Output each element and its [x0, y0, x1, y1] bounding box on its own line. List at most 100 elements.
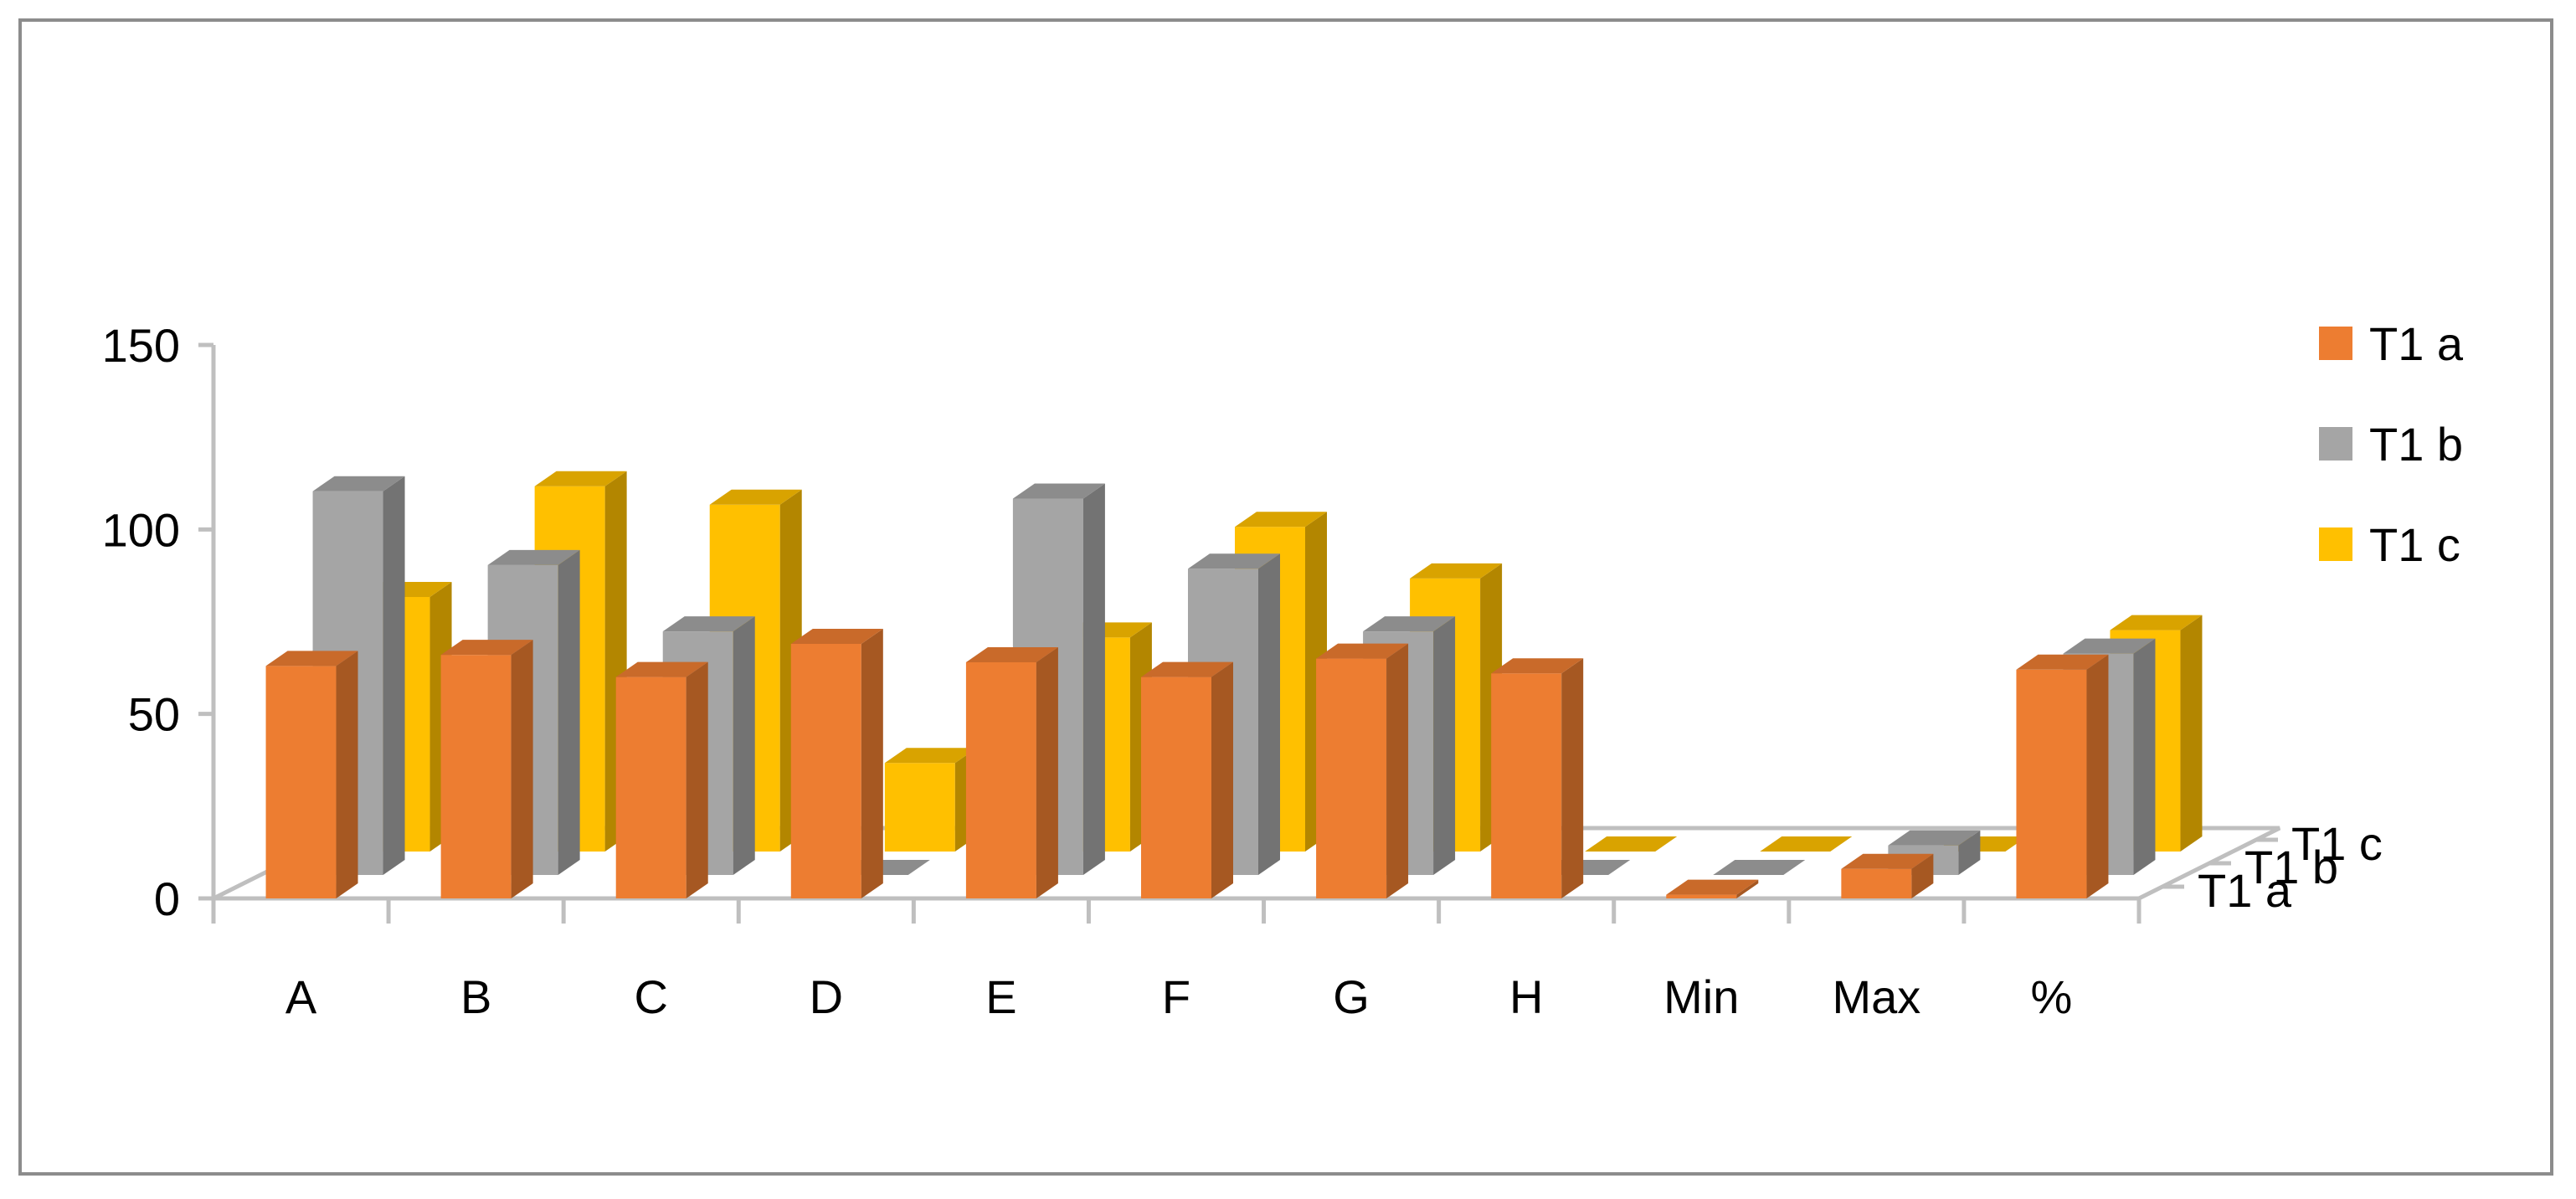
bar-t1-a-h — [1491, 658, 1584, 898]
depth-axis-label: T1 b — [2244, 841, 2338, 893]
bar-top — [662, 616, 755, 632]
legend-swatch — [2319, 427, 2352, 461]
bar-top — [2016, 654, 2109, 670]
bar-front — [1316, 658, 1387, 898]
y-tick-label: 50 — [128, 688, 180, 741]
y-tick-label: 0 — [154, 872, 180, 925]
legend: T1 a T1 b T1 c — [2319, 317, 2464, 571]
bar-t1-c-min — [1760, 836, 1853, 852]
bar-front — [2016, 669, 2087, 898]
bar-side — [1958, 830, 1981, 875]
bar-side — [733, 616, 755, 875]
legend-swatch — [2319, 327, 2352, 360]
bar-front — [1491, 673, 1562, 898]
bar-t1-a-% — [2016, 654, 2109, 898]
bar-front — [1841, 868, 1912, 898]
bar-top — [709, 489, 802, 505]
bar-side — [1736, 879, 1759, 898]
bar-side — [1036, 646, 1058, 898]
bar-t1-a-e — [965, 646, 1058, 898]
bar-t1-a-max — [1841, 853, 1934, 898]
bar-side — [336, 651, 358, 898]
x-category-label: C — [635, 970, 668, 1023]
bar-t1-c-h — [1585, 836, 1678, 852]
y-tick-label: 100 — [102, 503, 180, 556]
bar-top — [1235, 512, 1327, 527]
bar-top — [1491, 658, 1584, 674]
bar-side — [511, 640, 533, 898]
legend-swatch — [2319, 527, 2352, 561]
bar-top — [312, 476, 405, 491]
x-category-label: D — [810, 970, 843, 1023]
x-category-label: Min — [1663, 970, 1739, 1023]
bar-top — [440, 640, 533, 656]
x-category-label: F — [1162, 970, 1190, 1023]
bar-side — [2086, 654, 2109, 898]
bar-side — [2180, 615, 2203, 852]
bar-top — [615, 661, 708, 677]
bar-t1-a-b — [440, 640, 533, 898]
bar-side — [1911, 853, 1934, 898]
bar-side — [686, 661, 708, 898]
bar-top — [1666, 879, 1759, 895]
bar-front — [265, 666, 337, 898]
x-category-label: H — [1509, 970, 1543, 1023]
legend-label: T1 c — [2369, 518, 2460, 571]
bar-top — [2063, 638, 2156, 654]
bar-side — [2133, 638, 2156, 875]
x-category-label: B — [460, 970, 491, 1023]
bar-side — [1211, 661, 1233, 898]
bar-t1-c-d — [884, 748, 977, 852]
x-category-label: E — [985, 970, 1016, 1023]
bar-t1-a-min — [1666, 879, 1759, 898]
bar-top — [1316, 643, 1409, 659]
bar-t1-b-min — [1713, 860, 1806, 875]
bar-top — [1012, 483, 1105, 499]
bar-top — [1141, 661, 1233, 677]
bar-top — [884, 748, 977, 764]
bar-top — [1713, 860, 1806, 875]
bar-top — [790, 628, 883, 644]
bar-top — [1363, 616, 1456, 632]
axes — [198, 342, 2278, 924]
bar-top — [1760, 836, 1853, 852]
bar-top — [1841, 853, 1934, 869]
bar-top — [1888, 830, 1981, 846]
x-category-label: G — [1333, 970, 1370, 1023]
bar-front — [884, 763, 955, 852]
bar-front — [790, 643, 861, 898]
bar-top — [1410, 563, 1503, 579]
x-category-label: Max — [1832, 970, 1920, 1023]
bar-front — [965, 661, 1036, 898]
bar-side — [383, 476, 405, 875]
bar-top — [1188, 553, 1280, 569]
bar-t1-a-d — [790, 628, 883, 898]
bar-t1-a-g — [1316, 643, 1409, 898]
bar-t1-a-f — [1141, 661, 1233, 898]
bar-t1-a-a — [265, 651, 358, 898]
bar-top — [1585, 836, 1678, 852]
labels: 0 50 100 150 A B C D E F G H Min Max % T1 aT1 bT1 c — [102, 319, 2383, 1023]
x-category-label: A — [285, 970, 317, 1023]
bar-side — [1082, 483, 1105, 875]
bar-front — [440, 655, 512, 898]
depth-axis-label: T1 c — [2291, 817, 2383, 870]
bar-front — [1666, 894, 1737, 898]
bar-t1-a-c — [615, 661, 708, 898]
bar-side — [1561, 658, 1584, 898]
bar-top — [534, 471, 627, 486]
y-tick-label: 150 — [102, 319, 180, 372]
bar-front — [1141, 677, 1211, 898]
bar-side — [1433, 616, 1456, 875]
bar-side — [1258, 553, 1280, 875]
bar-side — [558, 549, 580, 875]
bar-side — [861, 628, 883, 898]
bar-front — [615, 677, 686, 898]
bars — [265, 471, 2203, 898]
legend-label: T1 b — [2369, 418, 2463, 471]
legend-label: T1 a — [2369, 317, 2464, 370]
bar-side — [1386, 643, 1409, 898]
depth-axis-label: T1 a — [2198, 864, 2292, 917]
bar-top — [265, 651, 358, 666]
